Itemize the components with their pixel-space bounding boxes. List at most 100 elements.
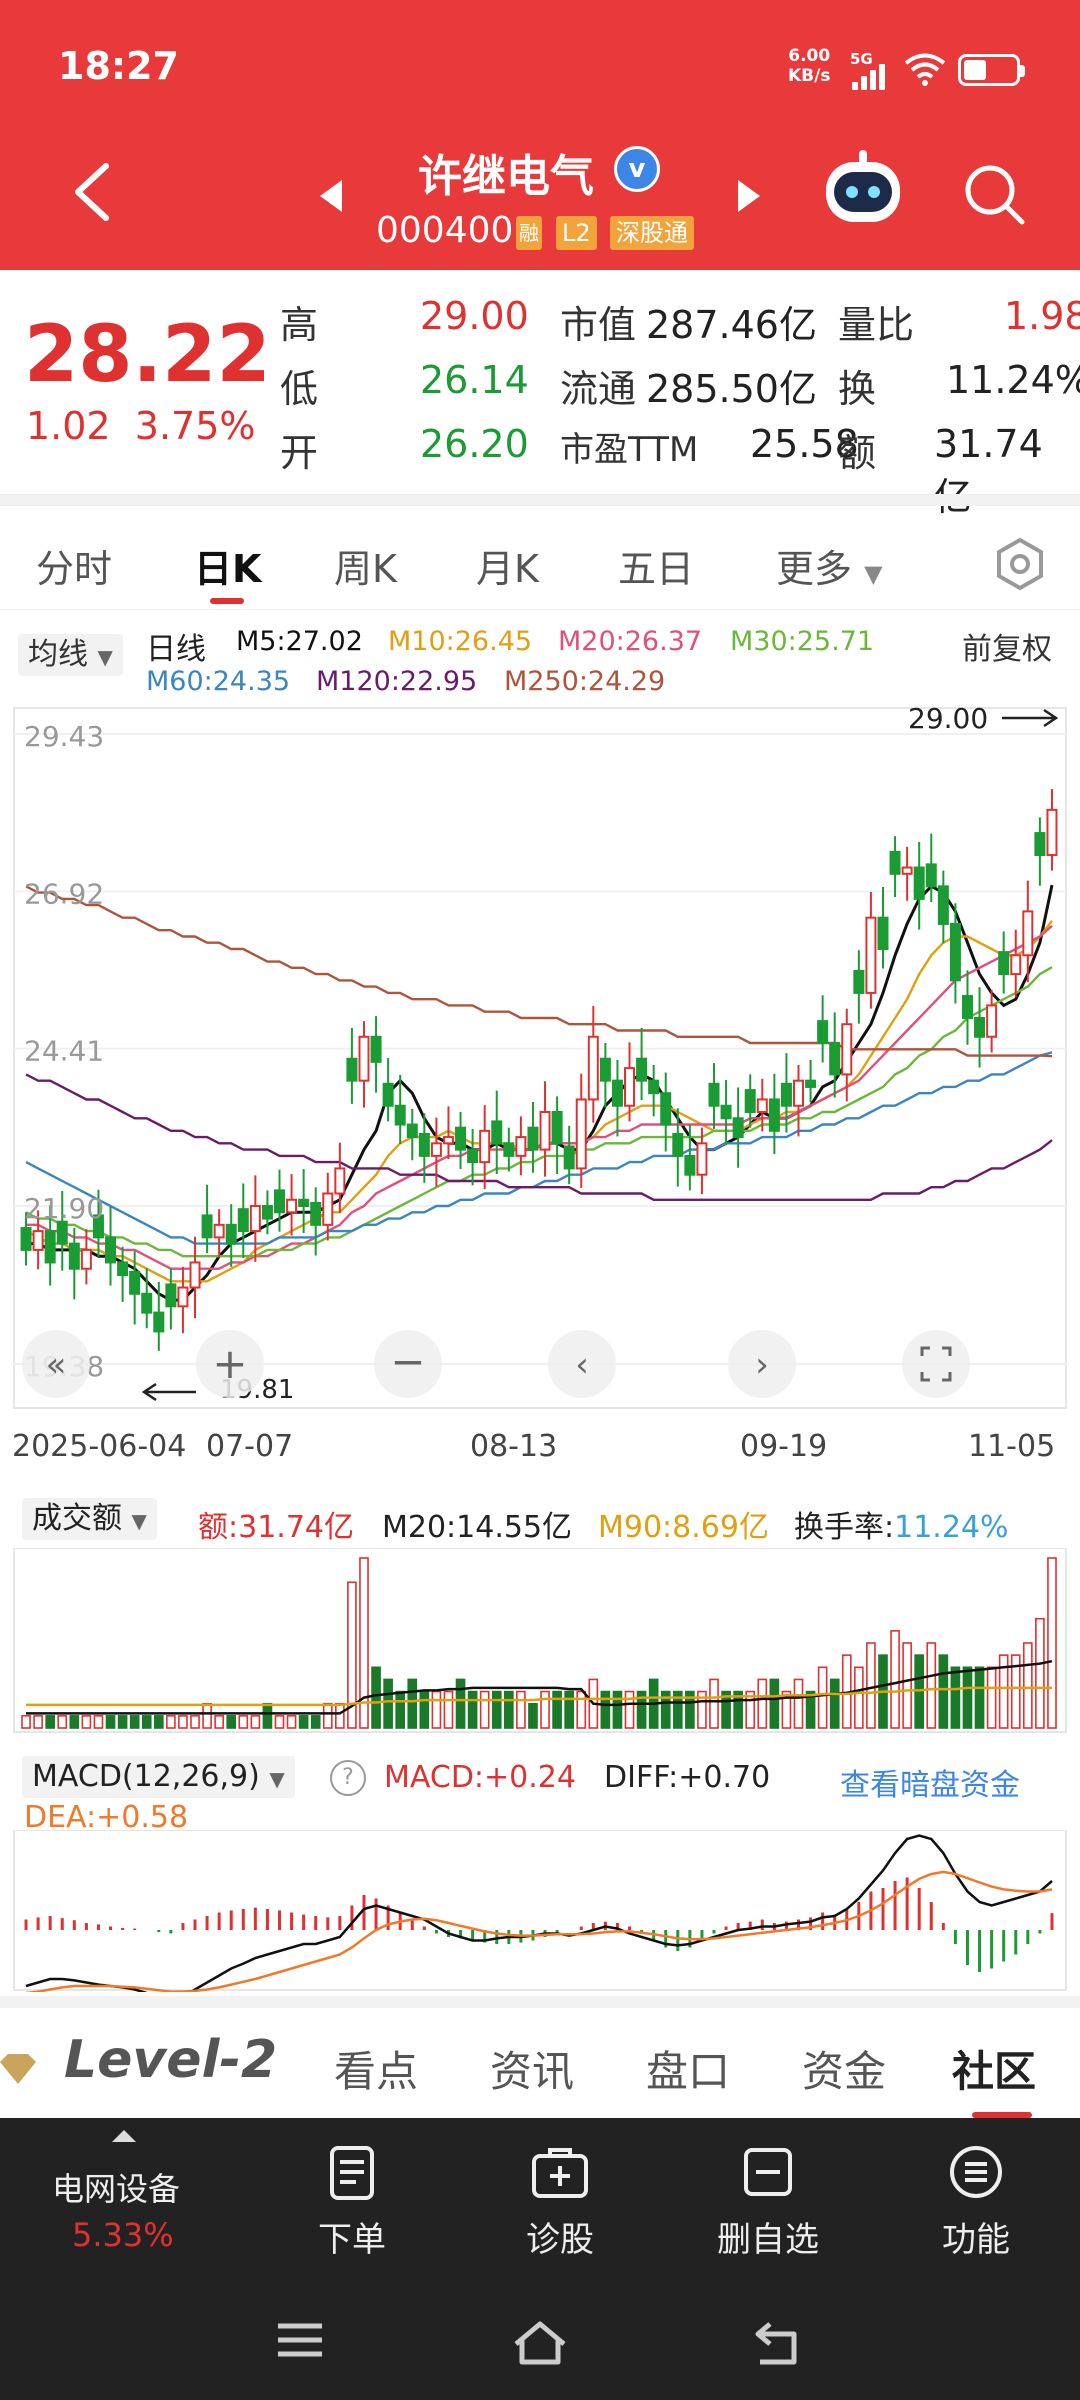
macd-dropdown[interactable]: MACD(12,26,9) ▼ xyxy=(22,1756,295,1798)
turnover-label: 换 xyxy=(838,367,877,411)
zoom-out-button[interactable]: − xyxy=(374,1330,442,1398)
volume-bar xyxy=(467,1690,478,1729)
volume-bar xyxy=(141,1715,152,1729)
adjust-mode[interactable]: 前复权 xyxy=(962,632,1052,667)
volume-bar xyxy=(636,1690,647,1729)
high-marker-arrow xyxy=(1002,708,1059,728)
candle-body xyxy=(889,850,901,875)
search-icon[interactable] xyxy=(962,162,1028,228)
ma-dropdown[interactable]: 均线 ▼ xyxy=(18,634,123,676)
zoom-out-fast-button[interactable]: « xyxy=(22,1330,90,1398)
tab-orderbook[interactable]: 盘口 xyxy=(646,2047,731,2096)
level2-tab[interactable]: Level-2 xyxy=(64,2030,278,2090)
tab-news[interactable]: 资讯 xyxy=(490,2047,575,2096)
volume-bar xyxy=(769,1678,780,1729)
candle-body xyxy=(201,1214,213,1239)
volume-bar xyxy=(805,1690,816,1729)
volume-bar xyxy=(624,1690,635,1729)
candle-body xyxy=(177,1286,189,1308)
volume-dropdown[interactable]: 成交额 ▼ xyxy=(22,1498,157,1540)
diagnose-button[interactable]: 诊股 xyxy=(490,2144,630,2261)
float-label: 流通 xyxy=(560,367,637,411)
macd-chart[interactable] xyxy=(0,1830,1080,1992)
order-button[interactable]: 下单 xyxy=(282,2144,422,2261)
high-value: 29.00 xyxy=(420,294,529,338)
candle-body xyxy=(636,1057,648,1082)
volume-bar xyxy=(479,1690,490,1729)
order-icon xyxy=(330,2146,374,2200)
candle-body xyxy=(539,1111,551,1151)
menu-icon[interactable] xyxy=(272,2318,328,2362)
candle-body xyxy=(213,1223,225,1239)
diamond-icon xyxy=(0,2054,36,2084)
sector-name[interactable]: 电网设备 xyxy=(52,2170,181,2208)
volume-bar xyxy=(503,1690,514,1729)
info-tabs: Level-2 看点 资讯 盘口 资金 社区 xyxy=(0,2008,1080,2118)
scroll-right-button[interactable]: › xyxy=(728,1330,796,1398)
candle-body xyxy=(648,1079,660,1095)
help-icon[interactable]: ? xyxy=(330,1760,366,1796)
volume-bar xyxy=(129,1715,140,1729)
open-label: 开 xyxy=(280,431,319,475)
scroll-left-button[interactable]: ‹ xyxy=(548,1330,616,1398)
settings-hex-icon[interactable] xyxy=(992,536,1048,592)
tab-highlights[interactable]: 看点 xyxy=(334,2047,419,2096)
back-icon[interactable] xyxy=(70,162,114,222)
candle-body xyxy=(841,1023,853,1076)
tab-intraday[interactable]: 分时 xyxy=(36,547,113,591)
candle-body xyxy=(346,1057,358,1082)
tab-daily-k[interactable]: 日K xyxy=(194,547,262,591)
x-tick-label: 11-05 xyxy=(968,1429,1055,1464)
volume-bar xyxy=(660,1690,671,1729)
remove-watchlist-button[interactable]: 删自选 xyxy=(698,2144,838,2261)
home-icon[interactable] xyxy=(510,2318,570,2368)
kline-chart[interactable]: 29.4326.9224.4121.9019.382025-06-0407-07… xyxy=(0,704,1080,1484)
y-tick-label: 29.43 xyxy=(24,720,104,753)
macd-diff-line xyxy=(25,1834,1053,1992)
svg-text:−: − xyxy=(390,1337,425,1386)
zoom-in-button[interactable]: + xyxy=(196,1330,264,1398)
prev-stock-button[interactable] xyxy=(320,180,342,212)
tab-more[interactable]: 更多 ▼ xyxy=(776,547,883,591)
candle-body xyxy=(1046,808,1058,856)
high-marker-label: 29.00 xyxy=(908,704,988,735)
x-tick-label: 07-07 xyxy=(206,1429,293,1464)
volume-bar xyxy=(455,1678,466,1729)
volume-bar xyxy=(359,1557,369,1729)
candle-body xyxy=(491,1120,503,1145)
next-stock-button[interactable] xyxy=(738,180,760,212)
tab-monthly-k[interactable]: 月K xyxy=(476,547,539,591)
functions-button[interactable]: 功能 xyxy=(906,2144,1046,2261)
pe-label: 市盈TTM xyxy=(560,430,699,470)
x-tick-label: 08-13 xyxy=(470,1429,557,1464)
y-tick-label: 24.41 xyxy=(24,1035,104,1068)
volume-bar xyxy=(202,1702,212,1729)
wifi-icon xyxy=(904,53,946,86)
mktcap-label: 市值 xyxy=(560,303,637,347)
volume-bar xyxy=(902,1642,912,1729)
stock-code: 000400 xyxy=(376,210,514,251)
tab-five-day[interactable]: 五日 xyxy=(618,547,695,591)
volume-bar xyxy=(938,1654,949,1729)
fullscreen-button[interactable] xyxy=(902,1330,970,1398)
volume-bar xyxy=(286,1715,297,1729)
signal-icon xyxy=(852,62,886,90)
battery-icon xyxy=(958,54,1025,86)
candle-body xyxy=(551,1111,563,1145)
volume-bar xyxy=(419,1690,430,1729)
dark-pool-link[interactable]: 查看暗盘资金 xyxy=(840,1768,1020,1803)
volume-chart[interactable] xyxy=(0,1548,1080,1738)
tab-funds[interactable]: 资金 xyxy=(802,2047,887,2096)
tab-weekly-k[interactable]: 周K xyxy=(334,547,397,591)
candle-body xyxy=(732,1117,744,1139)
turnover-value: 11.24% xyxy=(946,358,1080,402)
assistant-robot-icon[interactable] xyxy=(826,150,900,222)
candle-body xyxy=(298,1198,310,1208)
macd-value: MACD:+0.24 xyxy=(384,1760,576,1795)
volume-bar xyxy=(310,1715,321,1729)
tab-community[interactable]: 社区 xyxy=(952,2047,1037,2096)
network-speed: 6.00 KB/s xyxy=(788,46,831,86)
candle-body xyxy=(720,1104,732,1120)
back-nav-icon[interactable] xyxy=(750,2318,806,2368)
volume-bar xyxy=(1047,1557,1057,1729)
